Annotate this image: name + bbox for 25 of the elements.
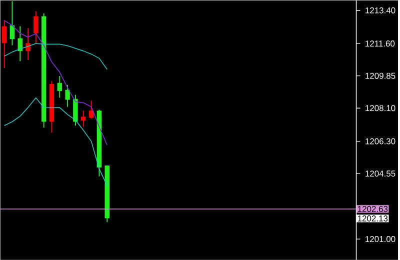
candlestick [57,76,62,98]
candlestick [41,13,46,128]
candlestick [34,11,38,44]
candlestick [65,84,70,107]
candlestick [26,28,30,60]
ref-line-label: 1202.63 [358,206,388,212]
y-tick-label: 1206.30 [366,138,396,144]
y-tick-label: 1213.40 [366,7,396,14]
candlestick [88,100,94,119]
candlestick [104,165,110,222]
text: 1202.13 [358,215,388,222]
candlestick [10,1,15,46]
y-tick-label: 1209.85 [366,72,396,79]
line-series [4,20,108,146]
y-tick-label: 1201.00 [366,236,396,242]
line-series [4,97,108,186]
candlestick [18,26,22,61]
y-tick-label: 1208.10 [366,104,396,111]
candlestick [96,110,102,176]
candlestick [81,110,86,127]
candlestick [73,94,78,126]
y-tick-label: 1211.60 [366,40,395,46]
y-tick-label: 1204.55 [366,170,396,176]
candlestick [2,20,7,68]
candlestick [49,80,54,132]
